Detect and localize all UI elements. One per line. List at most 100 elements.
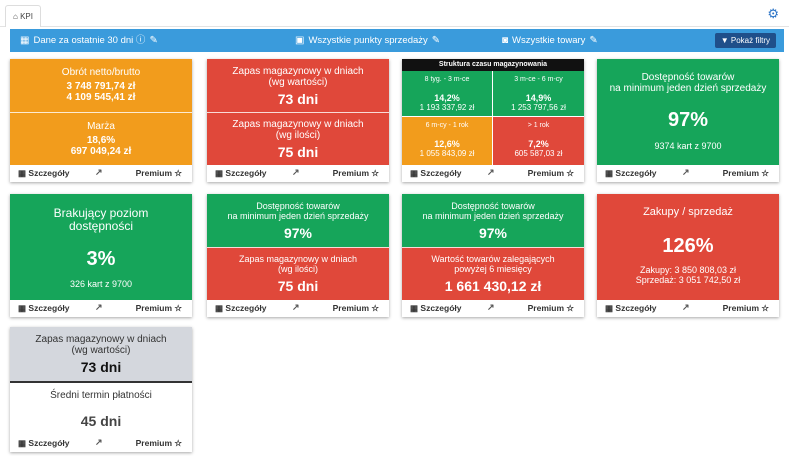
premium-label: Premium	[332, 303, 370, 313]
stock-value-title: Zapas magazynowy w dniach	[35, 334, 167, 345]
structure-quadrant: 8 tyg. - 3 m-ce 14,2% 1 193 337,92 zł	[402, 71, 492, 116]
turnover-title: Obrót netto/brutto	[61, 67, 141, 78]
availability-subtitle: na minimum jeden dzień sprzedaży	[609, 83, 767, 94]
details-button[interactable]: ▦ Szczegóły	[18, 438, 70, 448]
details-label: Szczegóły	[615, 168, 657, 178]
availability-cards: 9374 kart z 9700	[654, 141, 722, 151]
chart-icon[interactable]: ↗	[487, 167, 495, 177]
kpi-tile-stock-payment: Zapas magazynowy w dniach (wg wartości) …	[10, 327, 192, 452]
store-icon: ▣	[295, 35, 305, 46]
details-button[interactable]: ▦ Szczegóły	[215, 303, 267, 313]
premium-button[interactable]: Premium ☆	[332, 168, 379, 178]
tile-footer: ▦ Szczegóły ↗ Premium ☆	[10, 165, 192, 182]
premium-button[interactable]: Premium ☆	[135, 438, 182, 448]
filter-points[interactable]: ▣ Wszystkie punkty sprzedaży ✎	[295, 29, 440, 52]
stock-qty-title: Zapas magazynowy w dniach	[238, 254, 358, 264]
details-label: Szczegóły	[420, 168, 462, 178]
structure-header: Struktura czasu magazynowania	[402, 59, 584, 71]
availability-subtitle: na minimum jeden dzień sprzedaży	[227, 211, 369, 221]
chart-icon[interactable]: ↗	[95, 437, 103, 447]
payment-term-value: 45 dni	[80, 413, 122, 429]
premium-label: Premium	[135, 303, 173, 313]
edit-icon[interactable]: ✎	[431, 35, 441, 46]
details-button[interactable]: ▦ Szczegóły	[18, 303, 70, 313]
structure-quadrant: > 1 rok 7,2% 605 587,03 zł	[493, 117, 584, 165]
purchases-line: Zakupy: 3 850 808,03 zł	[639, 265, 737, 275]
details-button[interactable]: ▦ Szczegóły	[410, 168, 462, 178]
sales-line: Sprzedaż: 3 051 742,50 zł	[635, 275, 741, 285]
margin-amount: 697 049,24 zł	[70, 146, 132, 157]
availability-title: Dostępność towarów	[641, 72, 735, 83]
quad-label: 6 m-cy - 1 rok	[425, 122, 469, 129]
quad-pct: 14,9%	[525, 93, 552, 103]
kpi-tile-turnover-margin: Obrót netto/brutto 3 748 791,74 zł 4 109…	[10, 59, 192, 182]
details-button[interactable]: ▦ Szczegóły	[605, 168, 657, 178]
show-filters-button[interactable]: ▼ Pokaż filtry	[714, 33, 776, 48]
chart-icon[interactable]: ↗	[95, 167, 103, 177]
premium-button[interactable]: Premium ☆	[722, 303, 769, 313]
quad-label: > 1 rok	[527, 122, 550, 129]
purchases-sales-title: Zakupy / sprzedaż	[643, 206, 733, 218]
chart-icon[interactable]: ↗	[682, 167, 690, 177]
premium-button[interactable]: Premium ☆	[135, 303, 182, 313]
stock-value-days: 73 dni	[80, 359, 122, 375]
quad-pct: 14,2%	[434, 93, 460, 103]
quad-label: 8 tyg. - 3 m-ce	[424, 76, 470, 83]
premium-button[interactable]: Premium ☆	[722, 168, 769, 178]
details-button[interactable]: ▦ Szczegóły	[605, 303, 657, 313]
filter-bar: ▦ Dane za ostatnie 30 dni ⓘ ✎ ▣ Wszystkie p…	[10, 29, 784, 52]
calendar-icon: ▦	[20, 35, 30, 46]
tile-body: Obrót netto/brutto 3 748 791,74 zł 4 109…	[10, 59, 192, 165]
premium-button[interactable]: Premium ☆	[135, 168, 182, 178]
missing-value: 3%	[86, 248, 116, 270]
filter-goods[interactable]: ◙ Wszystkie towary ✎	[502, 29, 598, 52]
tab-label: KPI	[20, 12, 33, 21]
chart-icon[interactable]: ↗	[95, 302, 103, 312]
tile-footer: ▦ Szczegóły ↗ Premium ☆	[10, 435, 192, 452]
tile-footer: ▦ Szczegóły ↗ Premium ☆	[207, 165, 389, 182]
chart-icon[interactable]: ↗	[292, 167, 300, 177]
premium-label: Premium	[527, 168, 565, 178]
premium-label: Premium	[135, 168, 173, 178]
stock-qty-title: Zapas magazynowy w dniach	[232, 119, 364, 130]
stock-value-sub: (wg wartości)	[268, 77, 328, 88]
kpi-tile-availability-stock: Dostępność towarów na minimum jeden dzie…	[207, 194, 389, 317]
premium-button[interactable]: Premium ☆	[527, 168, 574, 178]
stock-value-days: 73 dni	[277, 91, 319, 107]
edit-icon[interactable]: ✎	[149, 35, 158, 46]
missing-subtitle: dostępności	[68, 219, 134, 233]
availability-value: 97%	[283, 225, 313, 241]
tab-kpi[interactable]: ⌂ KPI	[5, 5, 41, 27]
turnover-gross: 4 109 545,41 zł	[66, 92, 136, 103]
tile-footer: ▦ Szczegóły ↗ Premium ☆	[10, 300, 192, 317]
chart-icon[interactable]: ↗	[682, 302, 690, 312]
filter-goods-label: Wszystkie towary	[512, 35, 586, 46]
camera-icon: ◙	[502, 35, 509, 46]
availability-value: 97%	[478, 225, 508, 241]
stock-value-title: Zapas magazynowy w dniach	[232, 66, 364, 77]
tile-footer: ▦ Szczegóły ↗ Premium ☆	[402, 300, 584, 317]
premium-label: Premium	[722, 303, 760, 313]
filter-date[interactable]: ▦ Dane za ostatnie 30 dni ⓘ ✎	[20, 29, 158, 52]
settings-gears-icon[interactable]: ⚙	[767, 6, 779, 21]
chart-icon[interactable]: ↗	[487, 302, 495, 312]
premium-label: Premium	[135, 438, 173, 448]
quad-amount: 1 253 797,56 zł	[511, 103, 566, 112]
details-button[interactable]: ▦ Szczegóły	[410, 303, 462, 313]
kpi-tile-availability-overdue: Dostępność towarów na minimum jeden dzie…	[402, 194, 584, 317]
details-button[interactable]: ▦ Szczegóły	[215, 168, 267, 178]
filter-date-label: Dane za ostatnie 30 dni	[33, 35, 134, 46]
structure-quadrant: 6 m-cy - 1 rok 12,6% 1 055 843,09 zł	[402, 117, 492, 165]
premium-button[interactable]: Premium ☆	[527, 303, 574, 313]
quad-pct: 12,6%	[434, 139, 460, 149]
premium-label: Premium	[722, 168, 760, 178]
quad-amount: 605 587,03 zł	[514, 149, 563, 158]
details-button[interactable]: ▦ Szczegóły	[18, 168, 70, 178]
premium-button[interactable]: Premium ☆	[332, 303, 379, 313]
edit-icon[interactable]: ✎	[589, 35, 598, 46]
chart-icon[interactable]: ↗	[292, 302, 300, 312]
tile-body: Zakupy / sprzedaż 126% Zakupy: 3 850 808…	[597, 194, 779, 300]
info-icon: ⓘ	[135, 35, 146, 46]
tile-body: Zapas magazynowy w dniach (wg wartości) …	[207, 59, 389, 165]
details-label: Szczegóły	[615, 303, 657, 313]
